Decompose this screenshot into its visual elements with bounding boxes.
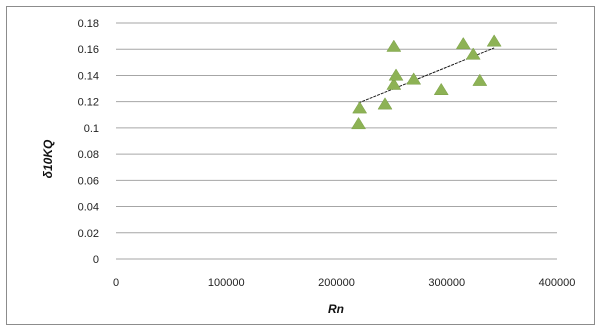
x-axis-title: Rn xyxy=(328,302,344,316)
y-tick-label: 0.12 xyxy=(78,97,99,109)
data-point xyxy=(386,77,402,90)
x-tick-labels: 0 100000 200000 300000 400000 xyxy=(113,277,575,289)
data-point xyxy=(377,97,393,110)
y-tick-label: 0.08 xyxy=(78,149,99,161)
data-point xyxy=(386,39,402,52)
y-tick-label: 0.18 xyxy=(78,18,99,30)
y-tick-label: 0.14 xyxy=(78,70,99,82)
x-tick-label: 0 xyxy=(113,277,119,289)
data-point xyxy=(455,37,471,50)
data-point xyxy=(433,82,449,95)
y-tick-label: 0.16 xyxy=(78,44,99,56)
y-tick-label: 0.06 xyxy=(78,175,99,187)
data-point xyxy=(406,72,422,85)
x-tick-label: 400000 xyxy=(539,277,576,289)
y-axis-title: δ10KQ xyxy=(41,139,55,178)
x-tick-label: 100000 xyxy=(208,277,245,289)
x-tick-label: 300000 xyxy=(428,277,465,289)
data-point xyxy=(352,101,368,114)
data-point xyxy=(486,34,502,47)
y-tick-label: 0.1 xyxy=(84,123,99,135)
x-tick-label: 200000 xyxy=(318,277,355,289)
y-tick-label: 0.04 xyxy=(78,202,99,214)
data-point xyxy=(351,116,366,130)
data-point xyxy=(472,73,488,86)
y-tick-label: 0 xyxy=(93,254,99,266)
y-tick-label: 0.02 xyxy=(78,228,99,240)
y-tick-labels: 0 0.02 0.04 0.06 0.08 0.1 0.12 0.14 0.16 0.18 xyxy=(78,18,99,266)
data-point xyxy=(465,47,481,60)
data-points xyxy=(351,34,502,130)
gridlines xyxy=(116,22,557,260)
chart-frame xyxy=(6,6,595,325)
data-point xyxy=(388,68,404,81)
